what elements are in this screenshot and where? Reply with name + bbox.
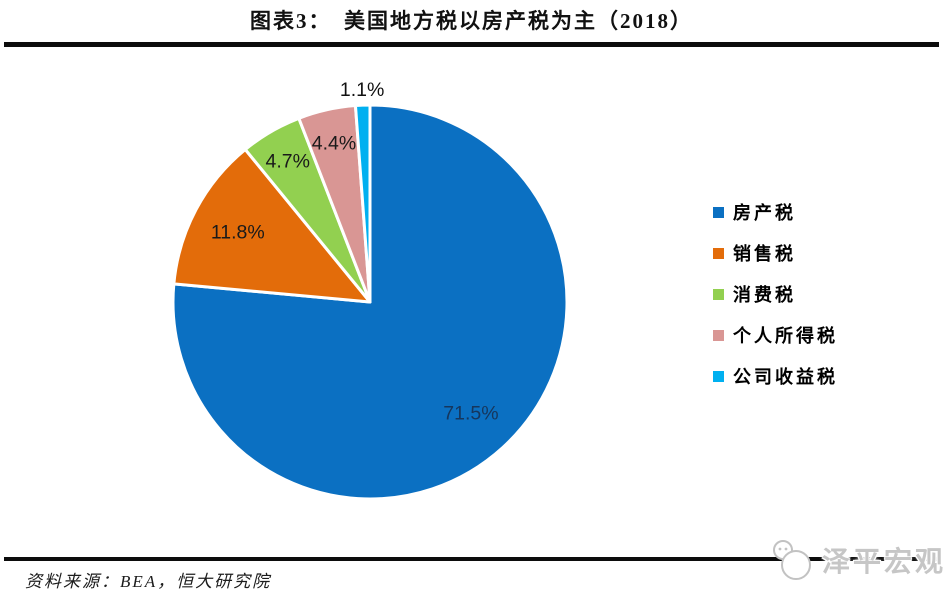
pie-slice-5 <box>353 103 372 304</box>
legend-swatch-icon <box>713 206 724 218</box>
legend-label: 个人所得税 <box>733 326 838 346</box>
legend-label: 房产税 <box>733 203 796 223</box>
watermark-text: 泽平宏观 <box>822 547 943 578</box>
legend-swatch-icon <box>713 288 724 300</box>
legend-swatch-icon <box>713 329 724 341</box>
legend-item-4: 个人所得税 <box>713 323 838 347</box>
chart-legend: 房产税销售税消费税个人所得税公司收益税 <box>713 200 838 388</box>
top-divider <box>4 42 939 47</box>
legend-label: 公司收益税 <box>733 367 838 387</box>
chart-title: 图表3： 美国地方税以房产税为主（2018） <box>250 9 693 33</box>
pie-slice-2 <box>172 147 372 304</box>
pie-data-label-5: 1.1% <box>340 79 384 101</box>
watermark: 泽平宏观 <box>770 537 943 583</box>
pie-data-label-1: 71.5% <box>443 402 498 424</box>
legend-item-3: 消费税 <box>713 282 838 306</box>
pie-data-label-4: 4.4% <box>312 132 356 154</box>
pie-chart: 71.5% 11.8% 4.7%4.4% 1.1% <box>171 79 569 501</box>
pie-data-label-3: 4.7% <box>265 151 309 173</box>
legend-item-2: 销售税 <box>713 241 838 265</box>
bottom-divider <box>4 557 939 561</box>
pie-data-label-2: 11.8% <box>211 222 265 244</box>
legend-label: 销售税 <box>733 244 796 264</box>
legend-label: 消费税 <box>733 285 796 305</box>
legend-item-5: 公司收益税 <box>713 364 838 388</box>
legend-swatch-icon <box>713 247 724 259</box>
zeping-logo-icon <box>773 540 811 580</box>
legend-swatch-icon <box>713 370 724 382</box>
legend-item-1: 房产税 <box>713 200 838 224</box>
source-note: 资料来源：BEA，恒大研究院 <box>25 572 272 591</box>
